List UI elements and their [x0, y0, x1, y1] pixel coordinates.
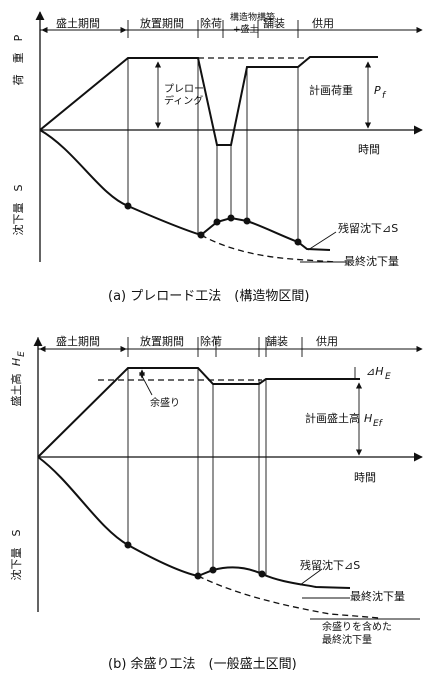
a-phase-embankment-plus: +盛土 [233, 23, 259, 35]
diagram-a: 盛土期間 放置期間 除荷 構造物構築 +盛土 舗装 供用 荷 重 P 沈下量 S… [11, 11, 423, 304]
b-planned-height-label: 計画盛土高 [305, 411, 360, 425]
b-surcharge-leader [141, 375, 153, 396]
a-planned-load-label: 計画荷重 [309, 83, 353, 97]
a-final-label: 最終沈下量 [344, 254, 399, 268]
a-phase-service: 供用 [312, 16, 334, 30]
a-phase-waiting: 放置期間 [140, 16, 184, 30]
b-settlement-dashed [197, 575, 381, 619]
a-residual-label: 残留沈下⊿S [338, 221, 398, 235]
b-planned-height-subscript: Ef [373, 419, 384, 429]
b-phase-service: 供用 [316, 334, 338, 348]
a-residual-leader [307, 231, 337, 251]
a-time-label: 時間 [358, 143, 380, 156]
b-phase-waiting: 放置期間 [140, 334, 184, 348]
b-phase-unloading: 除荷 [200, 334, 222, 348]
b-phase-embankment: 盛土期間 [56, 334, 100, 348]
b-caption: (b) 余盛り工法 (一般盛土区間) [108, 656, 297, 672]
a-load-axis-label: 荷 重 P [11, 34, 25, 85]
b-points [124, 541, 266, 580]
a-phase-embankment: 盛土期間 [56, 16, 100, 30]
b-time-label: 時間 [354, 471, 376, 484]
a-guide-lines [127, 58, 299, 242]
b-guide-lines [127, 368, 267, 576]
a-phase-construction: 構造物構築 [230, 11, 275, 23]
b-residual-label: 残留沈下⊿S [300, 558, 360, 572]
b-planned-height-symbol: H [364, 412, 372, 425]
b-surcharge-label: 余盛り [150, 396, 180, 409]
a-settlement-axis-label: 沈下量 S [11, 184, 25, 235]
b-final-incl-label-2: 最終沈下量 [322, 633, 372, 646]
diagram-b: 盛土期間 放置期間 除荷 舗装 供用 盛土高 H E 沈下量 S 時間 ⊿H E… [9, 334, 423, 672]
a-planned-load-symbol: P [374, 84, 381, 97]
b-height-axis-symbol: H [10, 358, 23, 366]
b-settlement-axis-label: 沈下量 S [9, 529, 23, 580]
a-caption: (a) プレロード工法 (構造物区間) [108, 289, 309, 304]
a-phase-ticks [39, 20, 299, 38]
a-load-curve [39, 56, 378, 146]
a-phase-paving: 舗装 [263, 16, 285, 30]
b-delta-h-label: ⊿H [366, 365, 384, 378]
b-height-axis-subscript: E [17, 351, 27, 357]
b-phase-paving: 舗装 [266, 334, 288, 348]
a-settlement-curve [39, 129, 331, 251]
b-final-label: 最終沈下量 [350, 589, 405, 603]
b-final-incl-label-1: 余盛りを含めた [322, 620, 392, 633]
a-points [124, 202, 302, 246]
b-delta-h-subscript: E [385, 372, 391, 382]
b-residual-leader [299, 568, 323, 586]
a-preloading-label-2: ディング [164, 94, 203, 107]
b-height-axis-label: 盛土高 [9, 374, 23, 407]
a-preloading-label-1: プレロー [164, 83, 204, 95]
a-settlement-dashed [200, 234, 337, 263]
a-planned-load-subscript: f [382, 91, 387, 101]
b-phase-ticks [37, 337, 303, 357]
a-phase-unloading: 除荷 [200, 16, 222, 30]
